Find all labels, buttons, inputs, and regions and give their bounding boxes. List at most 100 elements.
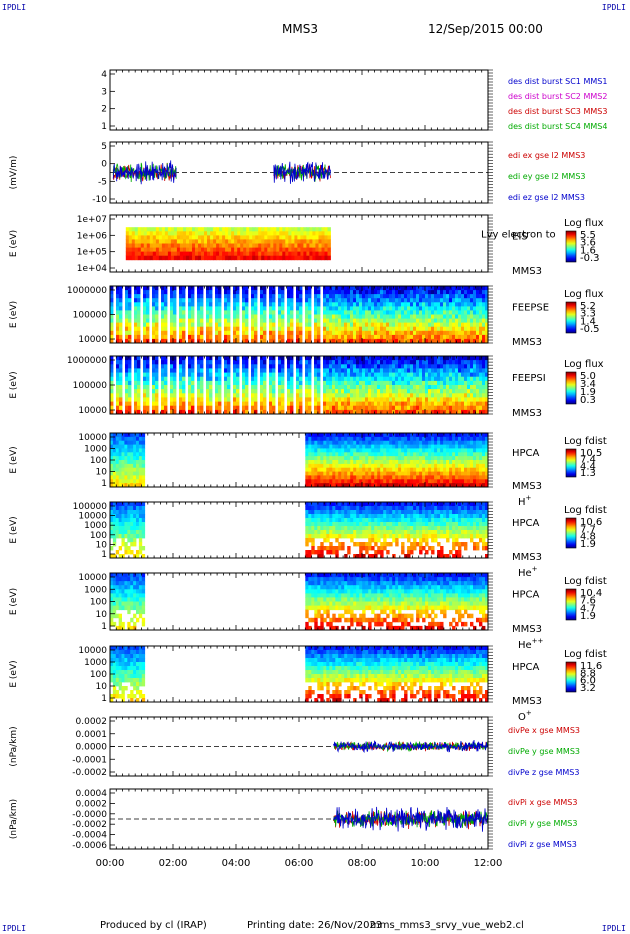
instrument-label-6: HPCA: [512, 518, 540, 529]
colorbar-tick-8-2: 6.0: [580, 676, 596, 687]
heatmap-3: [110, 286, 489, 344]
colorbar-tick-8-1: 8.8: [580, 668, 596, 679]
header-spacecraft: MMS3: [282, 22, 318, 36]
legend-entry-1-0: edi ex gse l2 MMS3: [508, 151, 585, 160]
colorbar-5: [565, 448, 577, 478]
x-tick-label-6: 12:00: [474, 858, 503, 869]
y-tick-label-10-0: 0.0004: [76, 789, 108, 799]
y-tick-label-5-4: 1: [101, 479, 107, 489]
species-label-6: He+: [518, 565, 538, 579]
y-tick-label-4-0: 1000000: [67, 356, 107, 366]
y-tick-label-7-4: 1: [101, 622, 107, 632]
spacecraft-label-3: MMS3: [512, 337, 542, 348]
footer-filename: mms_mms3_srvy_vue_web2.cl: [370, 920, 524, 931]
panel-frame-0: [109, 69, 489, 131]
colorbar-tick-5-2: 4.4: [580, 461, 596, 472]
species-label-8: O+: [518, 709, 532, 723]
heatmap-7: [110, 573, 489, 631]
legend-entry-9-1: divPe y gse MMS3: [508, 747, 580, 756]
colorbar-tick-4-3: 0.3: [580, 395, 596, 406]
y-tick-label-5-1: 1000: [84, 445, 107, 455]
colorbar-tick-7-1: 7.6: [580, 596, 596, 607]
legend-entry-9-2: divPe z gse MMS3: [508, 768, 579, 777]
colorbar-tick-7-3: 1.9: [580, 611, 596, 622]
colorbar-title-6: Log fdist: [564, 505, 607, 516]
legend-entry-0-0: des dist burst SC1 MMS1: [508, 77, 607, 86]
colorbar-title-2: Log flux: [564, 218, 604, 229]
y-axis-label-9: (nPa/km): [9, 726, 19, 766]
footer-printing-date: Printing date: 26/Nov/2023: [247, 920, 383, 931]
colorbar-tick-4-2: 1.9: [580, 387, 596, 398]
y-axis-label-7: E (eV): [9, 588, 19, 615]
colorbar-tick-7-2: 4.7: [580, 603, 596, 614]
y-axis-label-3: E (eV): [9, 301, 19, 328]
y-tick-label-5-3: 10: [96, 468, 108, 478]
y-tick-label-9-4: -0.0002: [72, 768, 107, 778]
legend-entry-10-1: divPi y gse MMS3: [508, 819, 577, 828]
corner-label-top-right: IPDLI: [601, 3, 626, 12]
y-tick-label-7-0: 10000: [78, 573, 107, 583]
species-charge-8: +: [526, 709, 532, 717]
colorbar-7: [565, 588, 577, 621]
instrument-label-3: FEEPSE: [512, 303, 549, 314]
colorbar-tick-3-0: 5.2: [580, 301, 596, 312]
colorbar-title-4: Log flux: [564, 359, 604, 370]
y-tick-label-7-3: 10: [96, 610, 108, 620]
x-tick-label-3: 06:00: [285, 858, 314, 869]
series-line-10-2: [333, 806, 489, 832]
y-tick-label-8-0: 10000: [78, 646, 107, 656]
y-tick-label-0-2: 2: [101, 105, 107, 115]
instrument-label-4: FEEPSI: [512, 373, 546, 384]
colorbar-title-7: Log fdist: [564, 576, 607, 587]
y-tick-label-0-1: 3: [101, 87, 107, 97]
y-tick-label-2-3: 1e+04: [77, 264, 108, 274]
colorbar-tick-2-3: -0.3: [580, 253, 600, 264]
y-tick-label-10-2: -0.0000: [72, 810, 107, 820]
colorbar-tick-5-1: 7.4: [580, 455, 596, 466]
colorbar-tick-8-0: 11.6: [580, 661, 602, 672]
y-tick-label-3-2: 10000: [78, 335, 107, 345]
colorbar-tick-3-1: 3.3: [580, 309, 596, 320]
y-tick-label-10-1: 0.0002: [76, 799, 108, 809]
y-tick-label-6-2: 1000: [84, 521, 107, 531]
y-tick-label-8-3: 10: [96, 682, 108, 692]
x-tick-label-4: 08:00: [348, 858, 377, 869]
y-tick-label-4-1: 100000: [73, 381, 108, 391]
species-label-5: H+: [518, 494, 532, 508]
colorbar-2: [565, 230, 577, 263]
legend-entry-1-1: edi ey gse l2 MMS3: [508, 172, 586, 181]
colorbar-tick-7-0: 10.4: [580, 588, 602, 599]
spacecraft-label-2: MMS3: [512, 266, 542, 277]
y-axis-label-6: E (eV): [9, 516, 19, 543]
y-tick-label-6-4: 10: [96, 540, 108, 550]
spacecraft-label-6: MMS3: [512, 552, 542, 563]
y-tick-label-10-4: -0.0004: [72, 831, 107, 841]
y-tick-label-0-3: 1: [101, 122, 107, 132]
series-line-1-2: [112, 160, 331, 185]
instrument-label-2: EIS: [512, 232, 528, 243]
colorbar-tick-3-2: 1.4: [580, 316, 596, 327]
y-tick-label-2-1: 1e+06: [77, 231, 108, 241]
instrument-label-5: HPCA: [512, 448, 540, 459]
y-tick-label-6-0: 100000: [73, 502, 108, 512]
corner-label-bottom-right: IPDLI: [601, 924, 626, 933]
series-line-9-2: [333, 739, 489, 754]
colorbar-tick-5-3: 1.3: [580, 468, 596, 479]
x-tick-label-1: 02:00: [159, 858, 188, 869]
colorbar-3: [565, 301, 577, 334]
corner-label-bottom-left: IPDLI: [2, 924, 27, 933]
colorbar-tick-2-0: 5.5: [580, 230, 596, 241]
y-tick-label-1-3: -10: [92, 195, 107, 205]
y-tick-label-1-1: 0: [101, 160, 107, 170]
y-tick-label-9-0: 0.0002: [76, 717, 108, 727]
species-label-7: He++: [518, 637, 544, 651]
colorbar-tick-5-0: 10.5: [580, 448, 602, 459]
y-tick-label-2-0: 1e+07: [77, 215, 107, 225]
y-tick-label-0-0: 4: [101, 70, 107, 80]
colorbar-6: [565, 517, 577, 549]
y-axis-label-2: E (eV): [9, 230, 19, 257]
legend-entry-9-0: divPe x gse MMS3: [508, 726, 580, 735]
y-tick-label-8-4: 1: [101, 694, 107, 704]
colorbar-tick-4-0: 5.0: [580, 371, 596, 382]
